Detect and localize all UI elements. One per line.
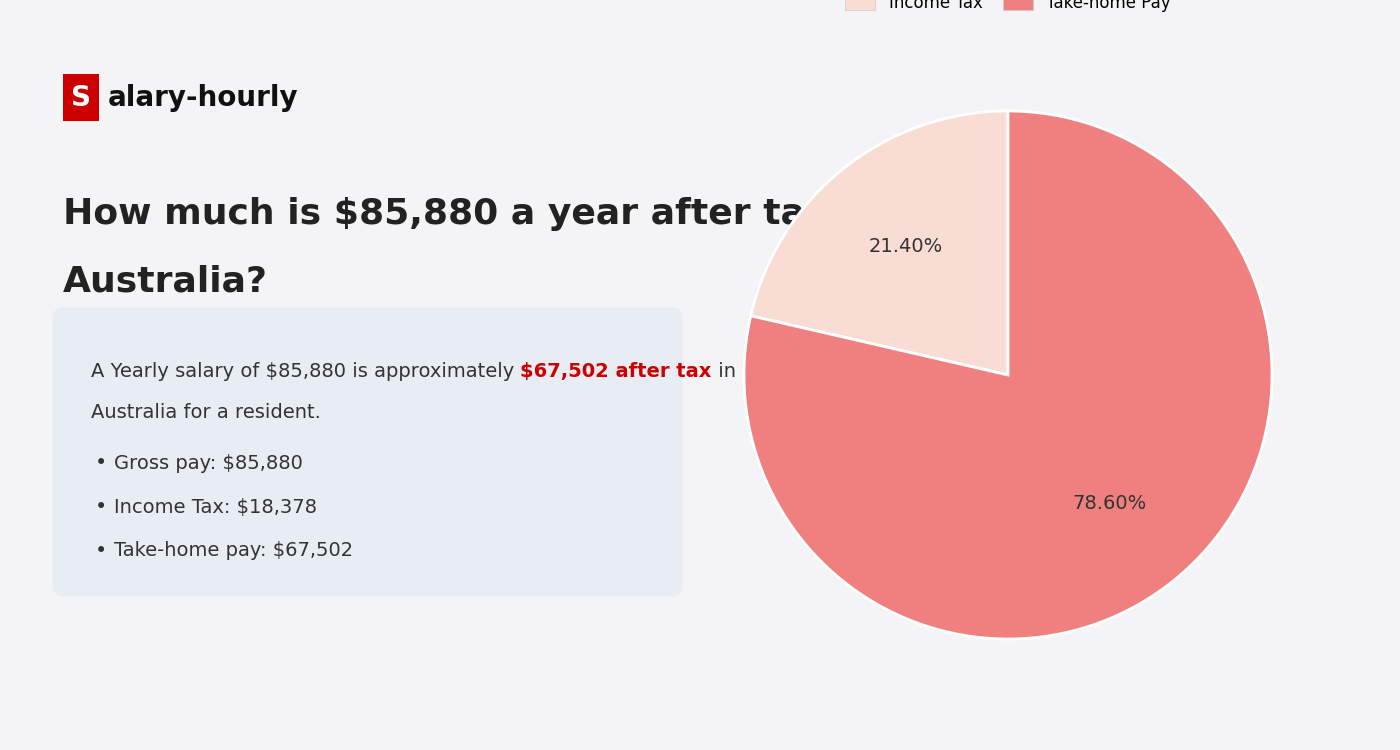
Text: $67,502 after tax: $67,502 after tax [521,362,711,381]
Text: Take-home pay: $67,502: Take-home pay: $67,502 [115,541,353,560]
Text: How much is $85,880 a year after tax in: How much is $85,880 a year after tax in [63,196,879,231]
Text: •: • [95,454,108,473]
Legend: Income Tax, Take-home Pay: Income Tax, Take-home Pay [839,0,1177,19]
Text: Australia?: Australia? [63,264,267,298]
Text: 78.60%: 78.60% [1072,494,1147,512]
Wedge shape [750,111,1008,375]
FancyBboxPatch shape [63,74,99,121]
Text: Income Tax: $18,378: Income Tax: $18,378 [115,497,316,517]
FancyBboxPatch shape [53,308,683,596]
Text: alary-hourly: alary-hourly [108,83,298,112]
Wedge shape [743,111,1273,639]
Text: Australia for a resident.: Australia for a resident. [91,403,321,422]
Text: S: S [71,83,91,112]
Text: A Yearly salary of $85,880 is approximately: A Yearly salary of $85,880 is approximat… [91,362,521,381]
Text: 21.40%: 21.40% [869,238,944,256]
Text: •: • [95,541,108,560]
Text: in: in [711,362,736,381]
Text: Gross pay: $85,880: Gross pay: $85,880 [115,454,302,473]
Text: •: • [95,497,108,517]
